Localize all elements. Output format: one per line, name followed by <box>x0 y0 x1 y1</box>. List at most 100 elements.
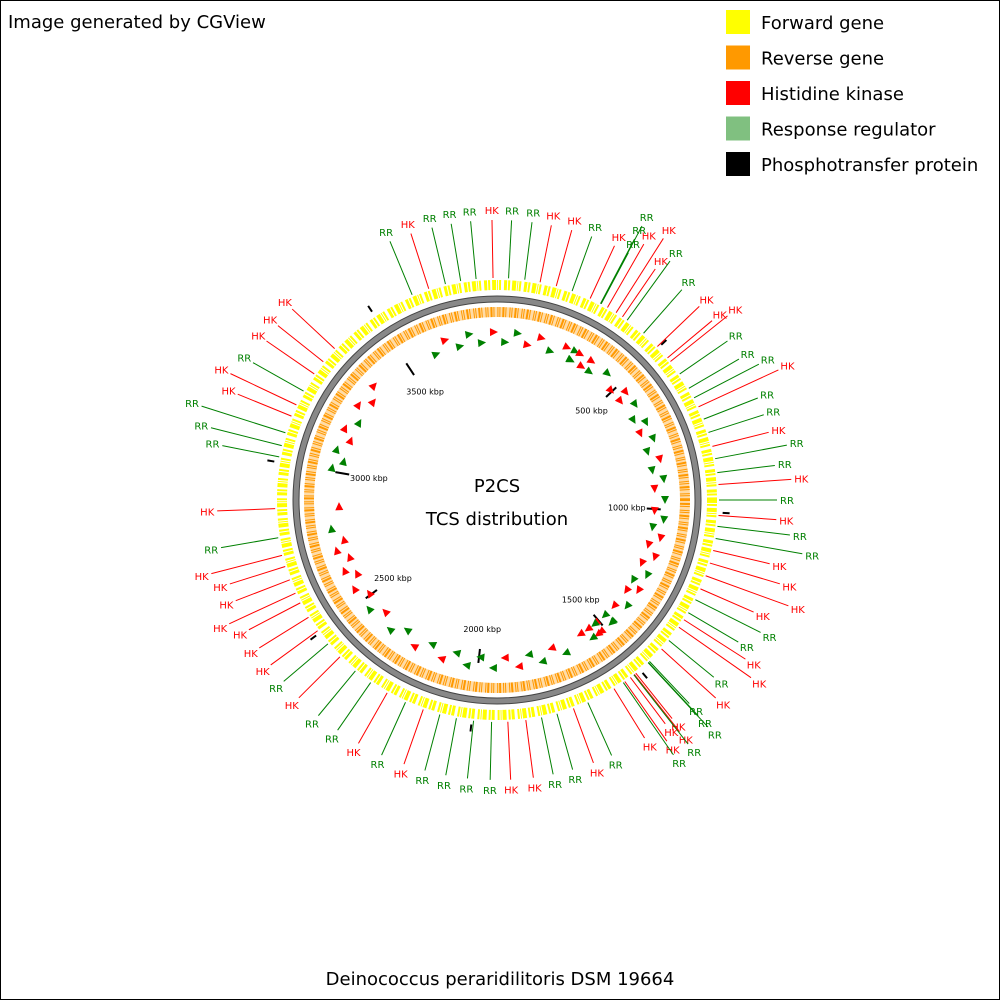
feature-label: HK <box>346 748 361 759</box>
feature-glyph <box>513 328 522 337</box>
feature-line <box>541 717 554 775</box>
feature-line <box>718 515 777 521</box>
feature-label: HK <box>394 770 409 781</box>
feature-line <box>635 672 673 719</box>
feature-glyph <box>501 338 510 347</box>
feature-label: RR <box>793 532 807 543</box>
feature-glyph <box>353 419 362 428</box>
feature-label: RR <box>185 399 199 410</box>
feature-glyph <box>345 436 353 446</box>
feature-glyph <box>660 515 669 524</box>
feature-glyph <box>462 661 471 670</box>
feature-glyph <box>575 348 585 357</box>
tick-mark <box>660 339 668 346</box>
feature-glyph <box>584 623 594 632</box>
feature-label: HK <box>233 630 248 641</box>
feature-glyph <box>649 522 658 532</box>
feature-line <box>688 612 739 643</box>
feature-glyph <box>624 600 633 610</box>
tick-mark <box>309 634 317 641</box>
feature-glyph <box>334 546 342 556</box>
feature-label: HK <box>699 295 714 306</box>
feature-line <box>491 220 494 279</box>
feature-glyph <box>367 398 376 408</box>
feature-line <box>358 692 388 744</box>
feature-label: RR <box>305 719 319 730</box>
feature-label: RR <box>505 206 519 217</box>
feature-label: RR <box>548 780 562 791</box>
legend-swatch <box>726 81 750 105</box>
feature-line <box>403 709 424 765</box>
feature-glyph <box>650 484 659 493</box>
feature-glyph <box>514 662 524 671</box>
feature-label: HK <box>567 217 582 228</box>
feature-line <box>679 340 728 375</box>
feature-line <box>613 688 645 739</box>
legend-label: Histidine kinase <box>761 84 904 105</box>
feature-glyph <box>605 385 614 394</box>
feature-line <box>717 525 790 536</box>
feature-glyph <box>328 524 337 534</box>
feature-label: HK <box>256 667 271 678</box>
feature-label: HK <box>791 605 806 616</box>
feature-label: HK <box>752 679 767 690</box>
feature-glyph <box>403 627 413 636</box>
feature-glyph <box>608 617 618 626</box>
feature-glyph <box>327 463 336 473</box>
feature-label: HK <box>666 745 681 756</box>
feature-line <box>643 289 683 334</box>
tick-label: 2000 kbp <box>463 625 501 634</box>
legend-swatch <box>726 116 750 141</box>
map-subtitle: TCS distribution <box>425 509 568 530</box>
feature-glyph <box>522 340 532 349</box>
feature-line <box>237 393 292 417</box>
feature-glyph <box>614 395 623 405</box>
feature-glyph <box>428 641 438 650</box>
feature-glyph <box>620 386 629 396</box>
feature-line <box>381 702 406 756</box>
feature-label: RR <box>463 207 477 218</box>
feature-label: HK <box>772 562 787 573</box>
feature-label: HK <box>278 298 293 309</box>
feature-glyph <box>640 417 648 427</box>
feature-label: HK <box>794 475 809 486</box>
feature-line <box>626 260 671 321</box>
legend-swatch <box>726 152 750 176</box>
backbone-edge <box>292 295 702 705</box>
feature-label: RR <box>778 460 792 471</box>
feature-label: HK <box>244 649 259 660</box>
feature-line <box>622 268 656 318</box>
feature-label: HK <box>590 768 605 779</box>
feature-glyph <box>331 445 340 455</box>
feature-label: HK <box>716 701 731 712</box>
feature-label: RR <box>437 781 451 792</box>
feature-line <box>556 713 574 770</box>
feature-line <box>466 720 475 779</box>
feature-label: HK <box>219 600 234 611</box>
feature-label: HK <box>200 507 215 518</box>
feature-line <box>201 405 286 434</box>
feature-glyph <box>524 650 534 658</box>
feature-glyph <box>368 382 377 392</box>
reverse-gene-ring <box>304 307 690 693</box>
feature-line <box>670 315 728 362</box>
feature-line <box>220 537 279 549</box>
feature-label: HK <box>401 220 416 231</box>
feature-label: RR <box>626 240 640 251</box>
feature-label: HK <box>643 742 658 753</box>
tick-mark <box>469 724 473 732</box>
feature-glyph <box>547 643 557 651</box>
feature-line <box>248 602 301 631</box>
feature-glyph <box>341 535 349 545</box>
tick-label: 3000 kbp <box>350 474 388 483</box>
tick-label: 2500 kbp <box>374 574 412 583</box>
feature-label: HK <box>654 257 669 268</box>
feature-line <box>668 640 715 678</box>
feature-glyph <box>382 608 391 618</box>
feature-line <box>291 308 335 349</box>
feature-label: RR <box>698 719 712 730</box>
feature-label: RR <box>760 390 774 401</box>
feature-glyph <box>576 628 586 637</box>
